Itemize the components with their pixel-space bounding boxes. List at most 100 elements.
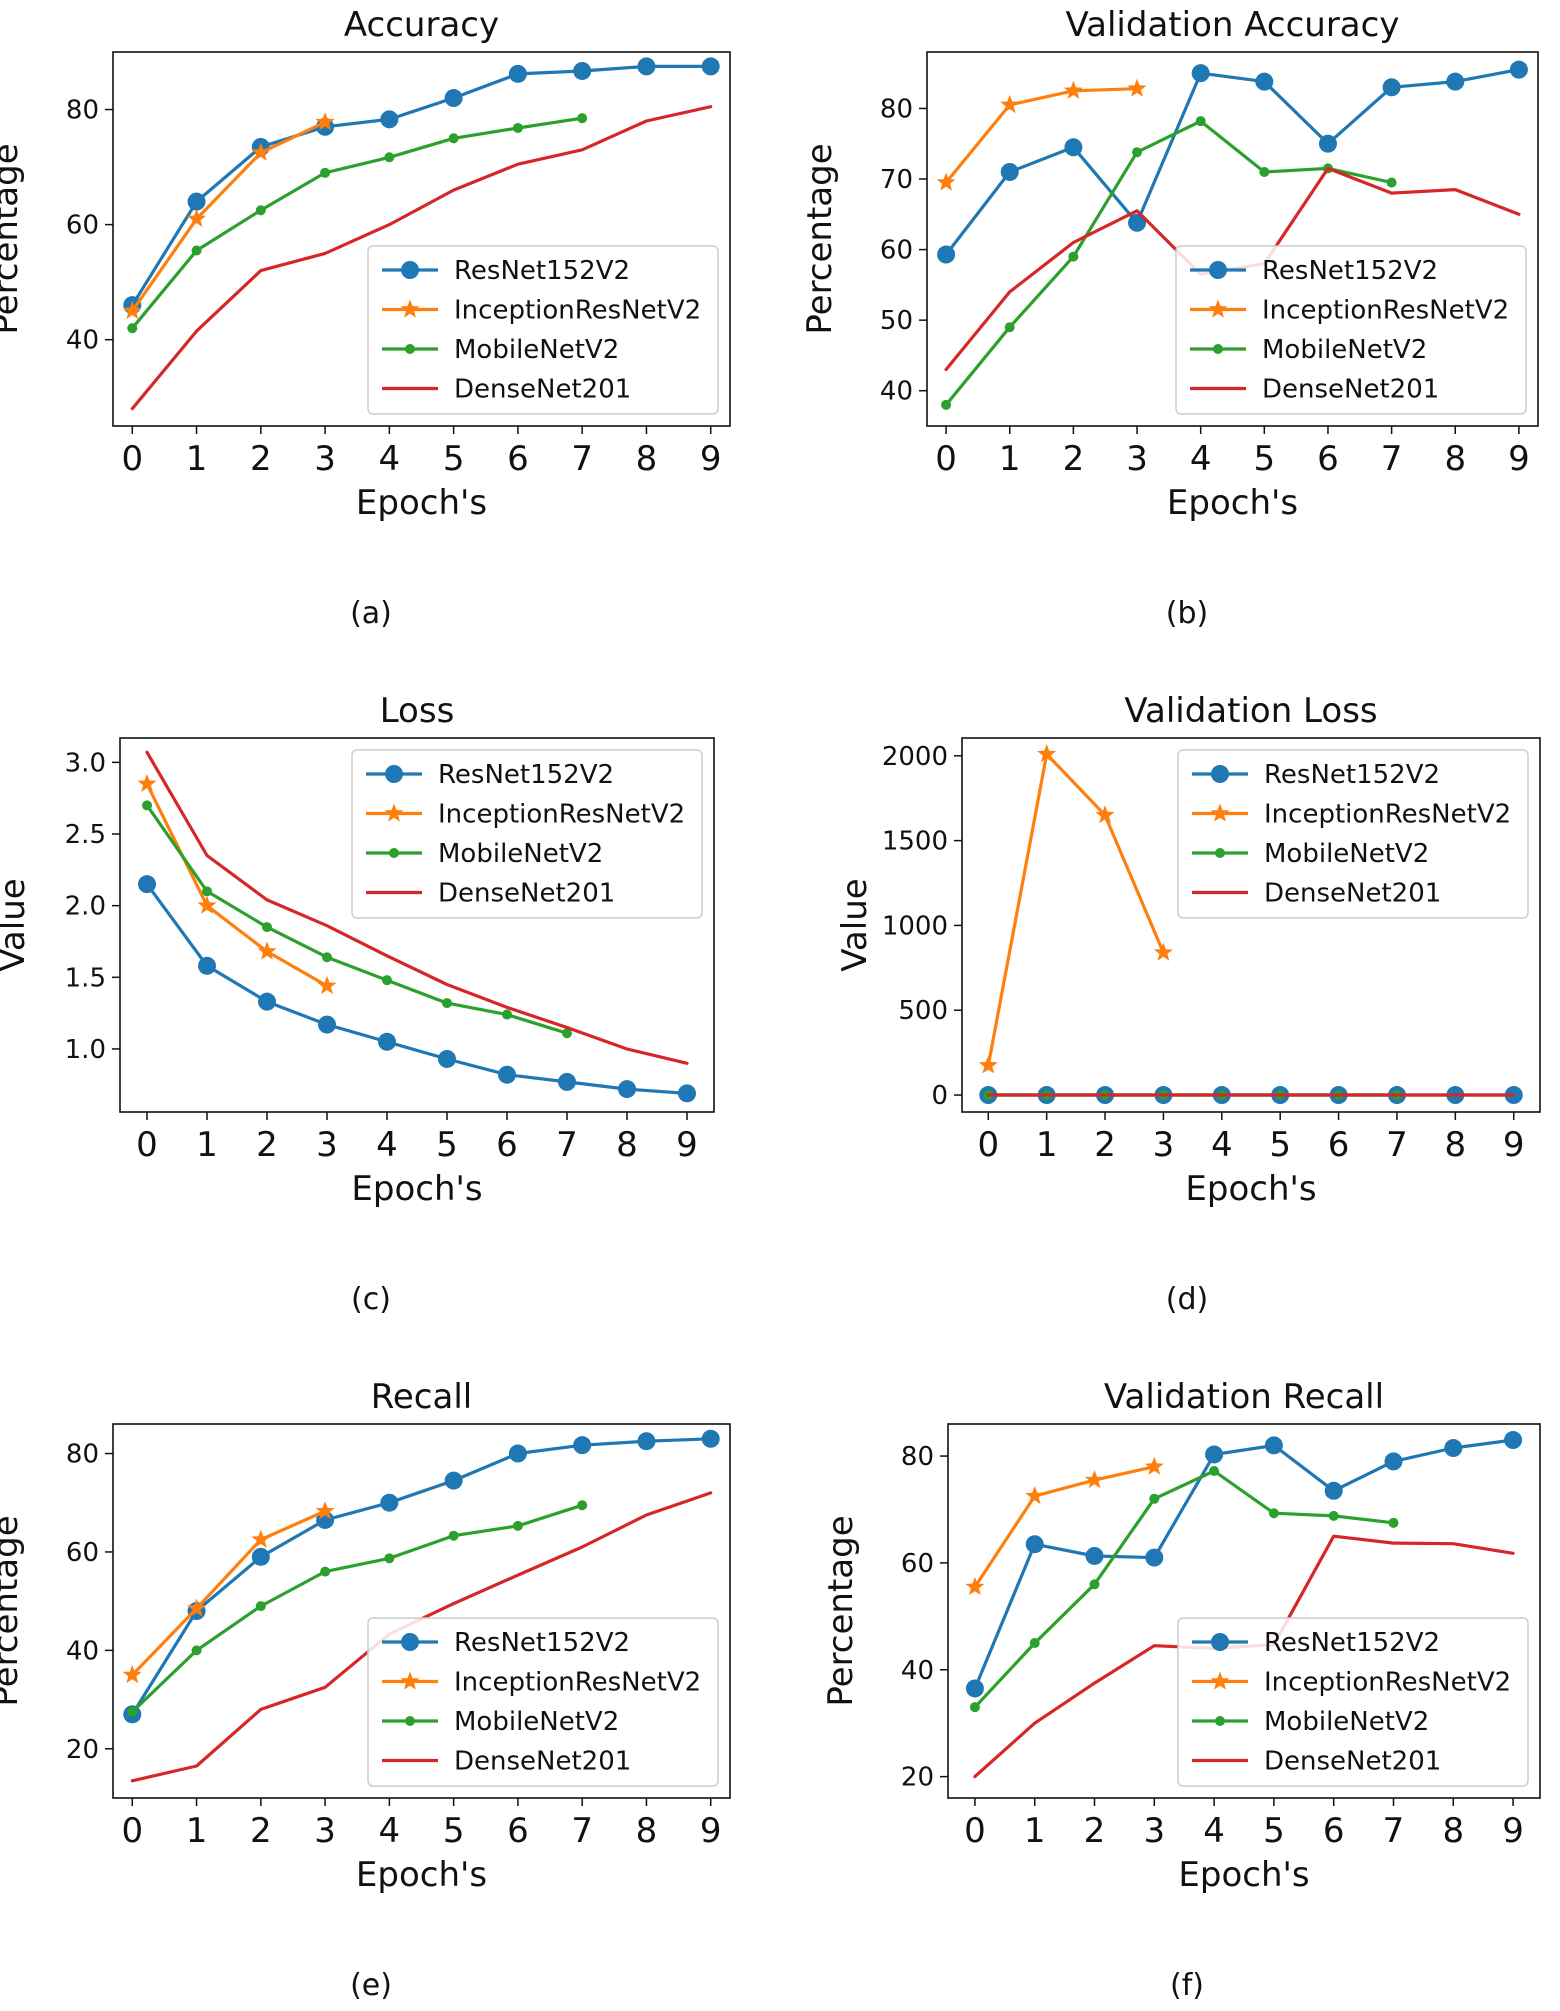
data-point-inceptionresnetv2 <box>1127 78 1147 97</box>
x-tick-label: 7 <box>1386 1125 1408 1165</box>
data-point-resnet152v2 <box>1382 78 1401 97</box>
series-line-inceptionresnetv2 <box>973 1465 1156 1589</box>
series-line-resnet152v2 <box>944 67 1521 257</box>
series-group <box>122 57 720 411</box>
legend-marker-inceptionresnetv2 <box>400 299 420 318</box>
data-point-resnet152v2 <box>1504 1431 1523 1450</box>
series-line-mobilenetv2 <box>944 119 1394 407</box>
data-point-inceptionresnetv2 <box>936 172 956 191</box>
x-tick-label: 5 <box>436 1125 458 1165</box>
data-point-inceptionresnetv2 <box>1063 80 1083 99</box>
legend-label-mobilenetv2: MobileNetV2 <box>454 335 619 365</box>
legend-label-densenet201: DenseNet201 <box>1264 879 1441 909</box>
legend-label-mobilenetv2: MobileNetV2 <box>1264 1707 1429 1737</box>
y-tick-label: 80 <box>880 94 913 124</box>
data-point-resnet152v2 <box>508 1444 527 1463</box>
y-tick-label: 40 <box>901 1656 934 1686</box>
x-tick-label: 7 <box>571 1811 593 1851</box>
legend-label-inceptionresnetv2: InceptionResNetV2 <box>1264 1668 1511 1698</box>
x-tick-label: 6 <box>507 439 529 479</box>
x-tick-label: 8 <box>1442 1811 1464 1851</box>
x-tick-label: 6 <box>496 1125 518 1165</box>
x-tick-label: 9 <box>700 1811 722 1851</box>
data-point-mobilenetv2 <box>1068 251 1079 262</box>
y-tick-label: 1.5 <box>65 963 106 993</box>
x-tick-label: 4 <box>379 1811 401 1851</box>
legend-marker-inceptionresnetv2 <box>400 1671 420 1690</box>
x-tick-label: 7 <box>1383 1811 1405 1851</box>
data-point-inceptionresnetv2 <box>257 941 277 960</box>
y-tick-label: 80 <box>66 1440 99 1470</box>
series-line-mobilenetv2 <box>973 1469 1396 1709</box>
legend: ResNet152V2 InceptionResNetV2 MobileNetV2 D… <box>367 1617 719 1787</box>
x-tick-label: 8 <box>616 1125 638 1165</box>
data-point-inceptionresnetv2 <box>1000 94 1020 113</box>
data-point-resnet152v2 <box>1446 72 1465 91</box>
data-point-resnet152v2 <box>508 64 527 83</box>
x-tick-label: 4 <box>379 439 401 479</box>
legend-label-inceptionresnetv2: InceptionResNetV2 <box>1264 800 1511 830</box>
data-point-mobilenetv2 <box>1388 1517 1399 1528</box>
legend-marker-mobilenetv2 <box>1215 848 1225 858</box>
data-point-resnet152v2 <box>965 1679 984 1698</box>
series-line-densenet201 <box>145 750 689 1065</box>
plot-frame <box>112 1423 731 1799</box>
caption-e: (e) <box>350 1968 392 2003</box>
legend-marker-inceptionresnetv2 <box>1208 299 1228 318</box>
x-tick-label: 8 <box>636 1811 658 1851</box>
y-tick-label: 80 <box>901 1442 934 1472</box>
x-tick-label: 6 <box>507 1811 529 1851</box>
x-tick-label: 2 <box>1094 1125 1116 1165</box>
y-tick-label: 0 <box>931 1081 948 1111</box>
legend: ResNet152V2 InceptionResNetV2 MobileNetV2 D… <box>351 749 703 919</box>
data-point-mobilenetv2 <box>562 1028 572 1039</box>
x-tick-label: 8 <box>1444 439 1466 479</box>
legend-marker-resnet152v2 <box>1209 261 1227 279</box>
data-point-mobilenetv2 <box>202 886 212 897</box>
x-tick-label: 5 <box>1269 1125 1291 1165</box>
legend-label-resnet152v2: ResNet152V2 <box>454 256 630 286</box>
series-line-mobilenetv2 <box>130 116 584 330</box>
legend: ResNet152V2 InceptionResNetV2 MobileNetV2 D… <box>1177 749 1529 919</box>
data-point-mobilenetv2 <box>142 800 152 811</box>
x-tick-label: 9 <box>1502 1811 1524 1851</box>
x-tick-label: 6 <box>1317 439 1339 479</box>
data-point-inceptionresnetv2 <box>978 1055 998 1074</box>
legend-marker-mobilenetv2 <box>1213 344 1223 354</box>
data-point-inceptionresnetv2 <box>197 895 217 914</box>
data-point-resnet152v2 <box>1324 1481 1343 1500</box>
legend-label-densenet201: DenseNet201 <box>1264 1747 1441 1777</box>
legend: ResNet152V2 InceptionResNetV2 MobileNetV2 D… <box>367 245 719 415</box>
series-line-resnet152v2 <box>130 1437 713 1716</box>
y-tick-label: 60 <box>901 1549 934 1579</box>
data-point-mobilenetv2 <box>1132 147 1143 158</box>
data-point-resnet152v2 <box>1128 213 1147 232</box>
plot-frame <box>112 51 731 427</box>
data-point-mobilenetv2 <box>384 152 395 163</box>
y-tick-label: 1.0 <box>65 1035 106 1065</box>
legend-label-densenet201: DenseNet201 <box>438 879 615 909</box>
data-point-mobilenetv2 <box>1386 177 1397 188</box>
x-tick-label: 6 <box>1328 1125 1350 1165</box>
y-tick-label: 40 <box>880 377 913 407</box>
chart-panel-1: Accuracy 0 1 2 3 4 5 6 7 8 9 40 60 80 Epoch's Percentag… <box>0 5 731 523</box>
caption-b: (b) <box>1165 596 1209 631</box>
y-axis-label: Percentage <box>821 1515 861 1706</box>
y-tick-label: 60 <box>880 236 913 266</box>
data-point-inceptionresnetv2 <box>1025 1486 1045 1505</box>
data-point-mobilenetv2 <box>448 133 459 144</box>
y-axis-label: Percentage <box>0 1515 26 1706</box>
legend-box <box>1177 749 1529 919</box>
data-point-mobilenetv2 <box>512 122 523 133</box>
x-tick-label: 2 <box>250 1811 272 1851</box>
legend-marker-resnet152v2 <box>1211 765 1229 783</box>
data-point-resnet152v2 <box>198 956 216 975</box>
data-point-mobilenetv2 <box>512 1520 523 1531</box>
data-point-inceptionresnetv2 <box>317 975 337 994</box>
data-point-resnet152v2 <box>1000 162 1019 181</box>
x-tick-label: 5 <box>1254 439 1276 479</box>
chart-title: Accuracy <box>344 5 499 45</box>
x-tick-label: 1 <box>196 1125 218 1165</box>
series-line-inceptionresnetv2 <box>944 87 1139 185</box>
data-point-resnet152v2 <box>1085 1546 1104 1565</box>
